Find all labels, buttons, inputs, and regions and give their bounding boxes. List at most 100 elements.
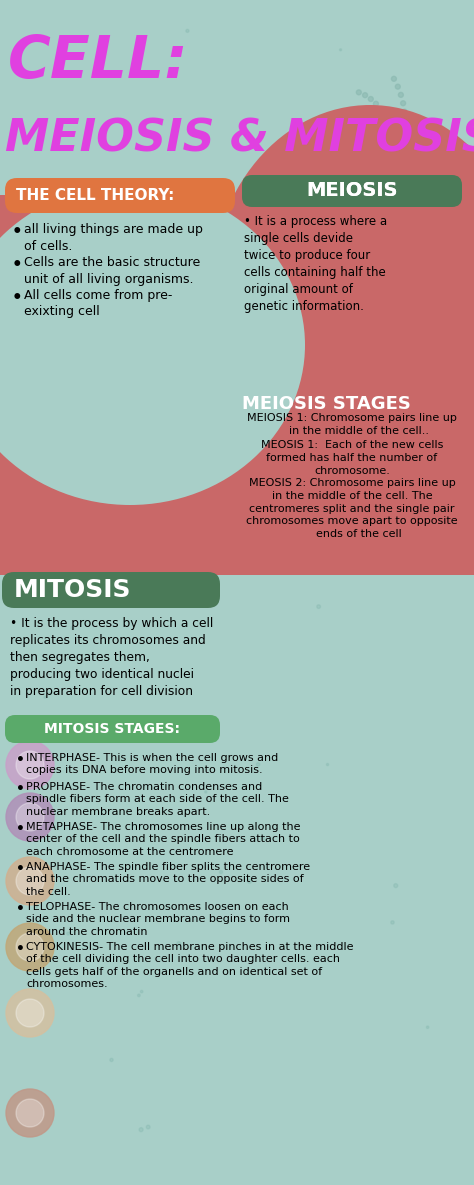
Circle shape <box>44 696 46 698</box>
Text: THE CELL THEORY:: THE CELL THEORY: <box>16 188 174 204</box>
Circle shape <box>413 196 418 200</box>
Circle shape <box>305 270 309 274</box>
Text: •: • <box>12 223 23 241</box>
Circle shape <box>205 790 207 793</box>
Circle shape <box>374 209 379 213</box>
Circle shape <box>186 30 189 32</box>
Circle shape <box>399 217 404 223</box>
Circle shape <box>353 212 358 217</box>
Circle shape <box>137 994 140 997</box>
Text: METAPHASE- The chromosomes line up along the
center of the cell and the spindle : METAPHASE- The chromosomes line up along… <box>26 822 301 857</box>
Circle shape <box>16 1098 44 1127</box>
Circle shape <box>332 186 337 192</box>
Circle shape <box>439 542 441 544</box>
Circle shape <box>243 329 246 333</box>
Circle shape <box>389 198 394 204</box>
Circle shape <box>261 837 264 840</box>
Circle shape <box>357 127 363 132</box>
Text: MITOSIS: MITOSIS <box>14 578 131 602</box>
Text: • It is a process where a
single cells devide
twice to produce four
cells contai: • It is a process where a single cells d… <box>244 214 387 313</box>
Text: MEIOSIS: MEIOSIS <box>306 181 398 200</box>
Circle shape <box>247 424 251 428</box>
Circle shape <box>6 923 54 971</box>
FancyBboxPatch shape <box>5 715 220 743</box>
Circle shape <box>374 101 378 107</box>
Text: •: • <box>16 942 25 956</box>
Circle shape <box>16 803 44 831</box>
Circle shape <box>379 233 384 238</box>
Circle shape <box>346 127 351 132</box>
Text: •: • <box>16 752 25 767</box>
Circle shape <box>16 751 44 779</box>
Circle shape <box>256 763 260 767</box>
Circle shape <box>402 126 408 130</box>
Text: MITOSIS STAGES:: MITOSIS STAGES: <box>44 722 180 736</box>
Circle shape <box>16 867 44 895</box>
Circle shape <box>6 989 54 1037</box>
Circle shape <box>139 1128 143 1132</box>
Circle shape <box>140 991 143 993</box>
Text: TELOPHASE- The chromosomes loosen on each
side and the nuclear membrane begins t: TELOPHASE- The chromosomes loosen on eac… <box>26 902 290 937</box>
Bar <box>230 286 474 575</box>
Circle shape <box>401 134 407 139</box>
Circle shape <box>387 249 392 254</box>
Text: •: • <box>12 256 23 274</box>
Circle shape <box>43 220 46 223</box>
Text: • It is the process by which a cell
replicates its chromosomes and
then segregat: • It is the process by which a cell repl… <box>10 617 213 698</box>
Circle shape <box>403 190 408 194</box>
Circle shape <box>363 128 368 133</box>
Circle shape <box>404 223 409 228</box>
Circle shape <box>421 232 427 237</box>
Circle shape <box>378 107 383 111</box>
Circle shape <box>114 204 117 206</box>
Circle shape <box>342 293 345 296</box>
Text: MEIOSIS 1: Chromosome pairs line up
    in the middle of the cell..: MEIOSIS 1: Chromosome pairs line up in t… <box>247 414 457 436</box>
Circle shape <box>340 171 345 177</box>
Text: •: • <box>16 782 25 796</box>
Circle shape <box>385 120 390 124</box>
Text: INTERPHASE- This is when the cell grows and
copies its DNA before moving into mi: INTERPHASE- This is when the cell grows … <box>26 752 278 775</box>
Circle shape <box>340 129 345 134</box>
Circle shape <box>327 763 328 766</box>
Circle shape <box>387 127 392 132</box>
Circle shape <box>368 130 373 135</box>
Circle shape <box>403 117 408 122</box>
Circle shape <box>365 153 369 158</box>
Circle shape <box>402 109 407 114</box>
Circle shape <box>425 530 427 532</box>
Circle shape <box>338 175 340 178</box>
Circle shape <box>219 871 223 873</box>
Circle shape <box>368 96 374 102</box>
Circle shape <box>427 1026 429 1029</box>
Circle shape <box>392 76 396 82</box>
Circle shape <box>352 126 357 132</box>
Circle shape <box>177 942 181 946</box>
Circle shape <box>67 933 70 935</box>
Text: all living things are made up
of cells.: all living things are made up of cells. <box>24 223 203 252</box>
Circle shape <box>327 204 331 207</box>
Circle shape <box>391 921 394 924</box>
Text: MEIOSIS STAGES: MEIOSIS STAGES <box>242 395 411 414</box>
Circle shape <box>192 423 196 427</box>
Text: •: • <box>16 902 25 916</box>
Circle shape <box>334 133 338 137</box>
Circle shape <box>374 200 379 206</box>
Circle shape <box>333 429 336 431</box>
Circle shape <box>349 160 354 165</box>
Text: PROPHASE- The chromatin condenses and
spindle fibers form at each side of the ce: PROPHASE- The chromatin condenses and sp… <box>26 782 289 816</box>
Circle shape <box>409 226 414 232</box>
Text: ANAPHASE- The spindle fiber splits the centromere
and the chromatids move to the: ANAPHASE- The spindle fiber splits the c… <box>26 861 310 897</box>
Circle shape <box>336 178 341 184</box>
Circle shape <box>239 228 242 230</box>
Circle shape <box>339 49 342 51</box>
Circle shape <box>6 1089 54 1136</box>
Circle shape <box>6 857 54 905</box>
Circle shape <box>16 933 44 961</box>
Circle shape <box>383 242 388 246</box>
Circle shape <box>358 187 364 193</box>
Circle shape <box>444 191 447 194</box>
Text: •: • <box>16 822 25 835</box>
Ellipse shape <box>210 105 474 485</box>
Circle shape <box>359 154 365 159</box>
Bar <box>0 196 474 575</box>
